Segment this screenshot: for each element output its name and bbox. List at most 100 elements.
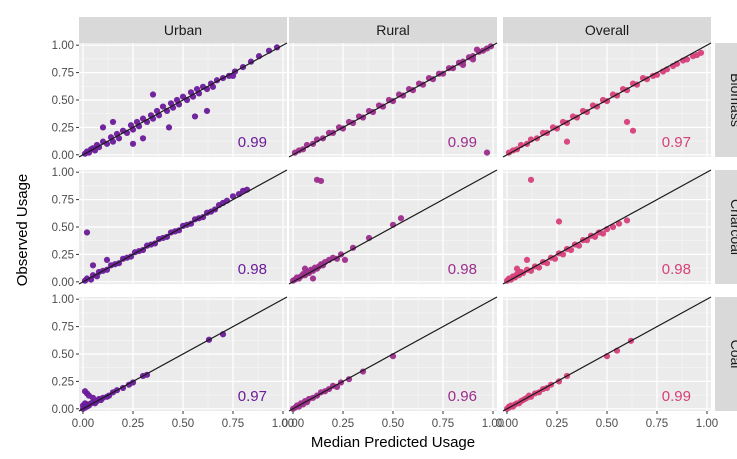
y-tick-label: 0.75 [52,68,74,80]
data-point [203,107,211,115]
x-tick-label: 1.00 [482,418,504,430]
data-point [563,138,571,145]
data-point [317,177,325,185]
y-tick-label: 0.25 [52,376,74,388]
row-strip-label: Charcoal [728,199,737,255]
data-point [567,246,575,254]
panel-biomass-rural: 0.99 [288,42,498,158]
reference-line [502,296,712,412]
data-point [397,215,405,222]
column-strip [79,17,287,43]
data-point [309,275,317,282]
data-point [615,220,623,227]
x-tick-label: 1.00 [272,418,294,430]
panel-r-label: 0.98 [238,261,267,278]
data-point [89,262,97,269]
reference-line [288,296,498,412]
reference-line [288,42,498,158]
data-point [527,176,535,183]
y-axis-label: Observed Usage [14,174,31,287]
row-strip-label: Biomass [728,73,737,127]
data-point [523,256,531,263]
data-point [623,118,631,126]
y-tick-label: 0.75 [52,195,74,207]
panels-layer: Urban Rural Overall Biomass Charcoal Coal 0.99… [52,17,737,430]
data-point [683,56,691,63]
data-point [513,265,521,272]
panel-r-label: 0.99 [238,134,267,151]
reference-line [502,42,712,158]
x-tick-label: 0.75 [646,418,668,430]
data-point [483,149,491,156]
data-point [109,138,117,145]
panel-coal-rural: 0.96 0.00 0.25 0.50 0.75 1.00 [282,296,504,430]
y-tick-label: 1.00 [52,40,74,52]
reference-line [78,296,288,412]
y-tick-label: 0.75 [52,322,74,334]
data-point [165,124,173,131]
x-tick-label: 0.75 [432,418,454,430]
x-tick-label: 0.00 [282,418,304,430]
y-tick-label: 0.50 [52,222,74,234]
data-point [697,49,705,56]
reference-line [288,169,498,285]
x-tick-label: 0.25 [546,418,568,430]
x-tick-label: 0.00 [72,418,94,430]
panel-charcoal-urban: 0.98 0.00 0.25 0.50 0.75 1.00 [52,167,288,289]
data-point [609,223,617,231]
column-strip-label: Overall [585,22,629,38]
data-point [83,229,91,236]
row-strip [715,297,737,411]
data-point [129,140,137,147]
data-point [139,135,147,142]
data-point [341,256,349,263]
reference-line [502,169,712,285]
column-strip [503,17,711,43]
y-tick-label: 0.50 [52,95,74,107]
row-strip [715,170,737,284]
y-tick-label: 0.50 [52,349,74,361]
data-point [575,242,583,249]
panel-charcoal-rural: 0.98 [288,169,498,285]
panel-coal-overall: 0.99 0.00 0.25 0.50 0.75 1.00 [496,296,718,430]
data-point [159,103,167,110]
panel-r-label: 0.98 [662,261,691,278]
row-strip-label: Coal [728,340,737,369]
data-point [559,251,567,258]
data-point [85,392,93,399]
column-strip [289,17,497,43]
x-tick-label: 0.00 [496,418,518,430]
y-tick-label: 0.00 [52,277,74,289]
data-point [473,46,481,53]
data-point [301,265,309,272]
data-point [629,127,637,134]
data-point [535,264,543,271]
panel-r-label: 0.99 [662,388,691,405]
data-point [551,255,559,262]
column-strip-label: Urban [164,22,202,38]
panel-biomass-overall: 0.97 [502,42,712,158]
y-tick-label: 0.00 [52,150,74,162]
data-point [469,56,477,63]
data-point [99,124,107,131]
row-strip [715,43,737,157]
data-point [591,233,599,240]
y-tick-label: 0.00 [52,404,74,416]
column-strip-label: Rural [376,22,409,38]
panel-charcoal-overall: 0.98 [502,169,712,285]
data-point [229,72,237,79]
data-point [229,193,237,200]
data-point [103,256,111,263]
data-point [209,83,217,90]
panel-r-label: 0.97 [238,388,267,405]
y-tick-label: 1.00 [52,294,74,306]
reference-line [78,169,288,285]
panel-r-label: 0.96 [448,388,477,405]
x-tick-label: 0.50 [172,418,194,430]
panel-coal-urban: 0.97 0.00 0.25 0.50 0.75 1.00 0.00 0.25 0.50 0.75… [52,294,295,430]
reference-line [78,42,288,158]
data-point [459,61,467,69]
data-point [623,217,631,224]
panel-r-label: 0.99 [448,134,477,151]
panel-r-label: 0.97 [662,134,691,151]
